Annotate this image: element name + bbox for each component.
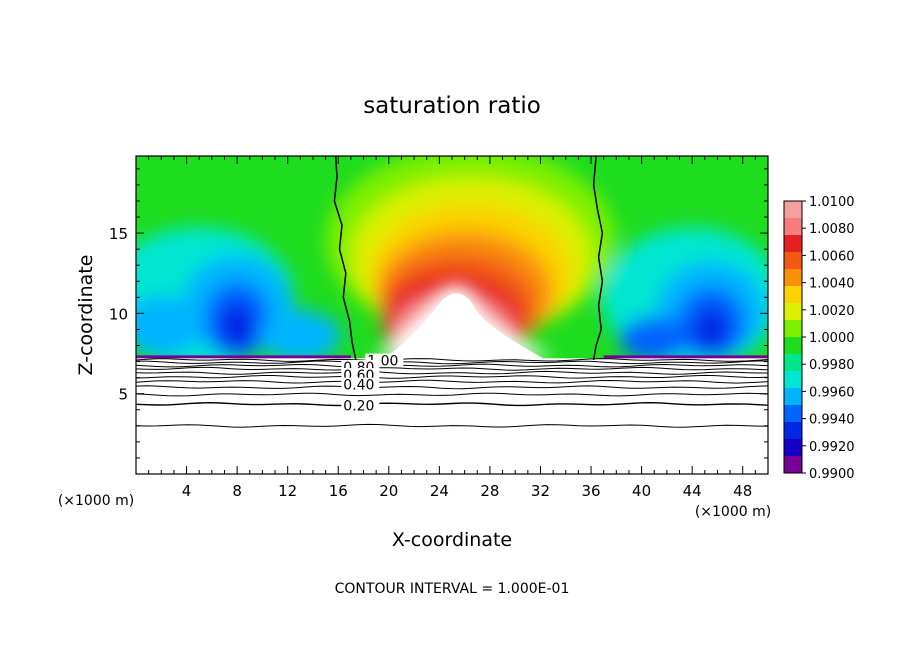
x-tick-label: 12 [278, 482, 297, 500]
colorbar-swatch [784, 201, 802, 219]
contour-label-bg [341, 398, 380, 412]
saturation-field [136, 156, 768, 474]
cloud-core-solid [383, 293, 544, 359]
colorbar-label: 0.9940 [809, 413, 855, 428]
colorbar-swatch [784, 337, 802, 355]
contour-line [136, 374, 768, 379]
contour-lines [136, 156, 768, 428]
dry-left-inner [260, 309, 341, 362]
colorbar-label: 1.0000 [809, 331, 855, 346]
colorbar: 1.0100 1.0080 1.0060 1.0040 1.0020 1.0000 0.99… [783, 195, 855, 482]
colorbar-swatch [784, 354, 802, 372]
plot-area: 1.000.800.600.400.20 4 8 12 16 20 24 28 32 36 40 4… [109, 155, 769, 500]
contour-label-bg [341, 377, 380, 391]
x-tick-label: 20 [379, 482, 398, 500]
x-tick-label: 32 [531, 482, 550, 500]
dry-left-edge [136, 296, 202, 357]
colorbar-swatch [784, 269, 802, 287]
colorbar-swatch [784, 303, 802, 321]
contour-line [136, 423, 768, 428]
contour-interval-note: CONTOUR INTERVAL = 1.000E-01 [335, 581, 570, 597]
x-axis-ticks: 4 8 12 16 20 24 28 32 36 40 44 48 [148, 156, 756, 500]
dry-right-inner [619, 317, 690, 362]
contour-line [136, 360, 768, 365]
x-tick-label: 40 [632, 482, 651, 500]
y-tick-label: 15 [109, 225, 128, 243]
contour-line [136, 401, 768, 407]
x-tick-label: 44 [683, 482, 702, 500]
x-axis-unit-right: (×1000 m) [695, 504, 771, 520]
colorbar-swatch [784, 405, 802, 423]
contour-line [136, 385, 768, 390]
colorbar-label: 1.0080 [809, 222, 855, 237]
base-fringe-right [603, 355, 768, 359]
contour-label: 0.20 [343, 399, 374, 415]
colorbar-label: 0.9980 [809, 358, 855, 373]
contour-line [136, 363, 768, 368]
colorbar-label: 1.0040 [809, 277, 855, 292]
colorbar-label: 0.9920 [809, 440, 855, 455]
colorbar-label: 0.9900 [809, 467, 855, 482]
x-tick-label: 24 [430, 482, 449, 500]
y-axis-label: Z-coordinate [75, 255, 97, 376]
colorbar-swatch [784, 252, 802, 270]
x-tick-label: 8 [232, 482, 242, 500]
y-tick-label: 10 [109, 305, 128, 323]
contour-line [136, 379, 768, 384]
chart-title: saturation ratio [363, 93, 541, 119]
colorbar-swatch [784, 371, 802, 389]
colorbar-label: 1.0020 [809, 304, 855, 319]
colorbar-swatch [784, 388, 802, 406]
x-tick-label: 48 [733, 482, 752, 500]
contour-line [136, 370, 768, 375]
colorbar-swatch [784, 422, 802, 440]
contour-labels: 1.000.800.600.400.20 [341, 353, 404, 415]
base-fringe-left [136, 355, 351, 359]
contour-1-right [592, 156, 604, 361]
x-tick-label: 4 [182, 482, 192, 500]
colorbar-swatch [784, 320, 802, 338]
y-axis-ticks: 5 10 15 [109, 168, 768, 459]
contour-label: 0.40 [343, 378, 374, 394]
colorbar-swatch [784, 218, 802, 236]
contour-line [136, 392, 768, 397]
x-axis-label: X-coordinate [392, 529, 512, 551]
colorbar-label: 1.0060 [809, 249, 855, 264]
dry-left-darkblue [219, 302, 256, 351]
contour-line [136, 358, 768, 362]
colorbar-label: 0.9960 [809, 385, 855, 400]
contour-line [136, 366, 768, 371]
x-axis-unit-left: (×1000 m) [58, 493, 134, 509]
y-tick-label: 5 [118, 386, 128, 404]
colorbar-swatch [784, 456, 802, 474]
colorbar-label: 1.0100 [809, 195, 855, 210]
contour-1-left [333, 156, 357, 361]
x-tick-label: 36 [581, 482, 600, 500]
dry-right-darkblue [693, 307, 730, 352]
colorbar-swatch [784, 439, 802, 457]
colorbar-swatch [784, 235, 802, 253]
colorbar-swatch [784, 286, 802, 304]
x-tick-label: 28 [480, 482, 499, 500]
x-tick-label: 16 [329, 482, 348, 500]
